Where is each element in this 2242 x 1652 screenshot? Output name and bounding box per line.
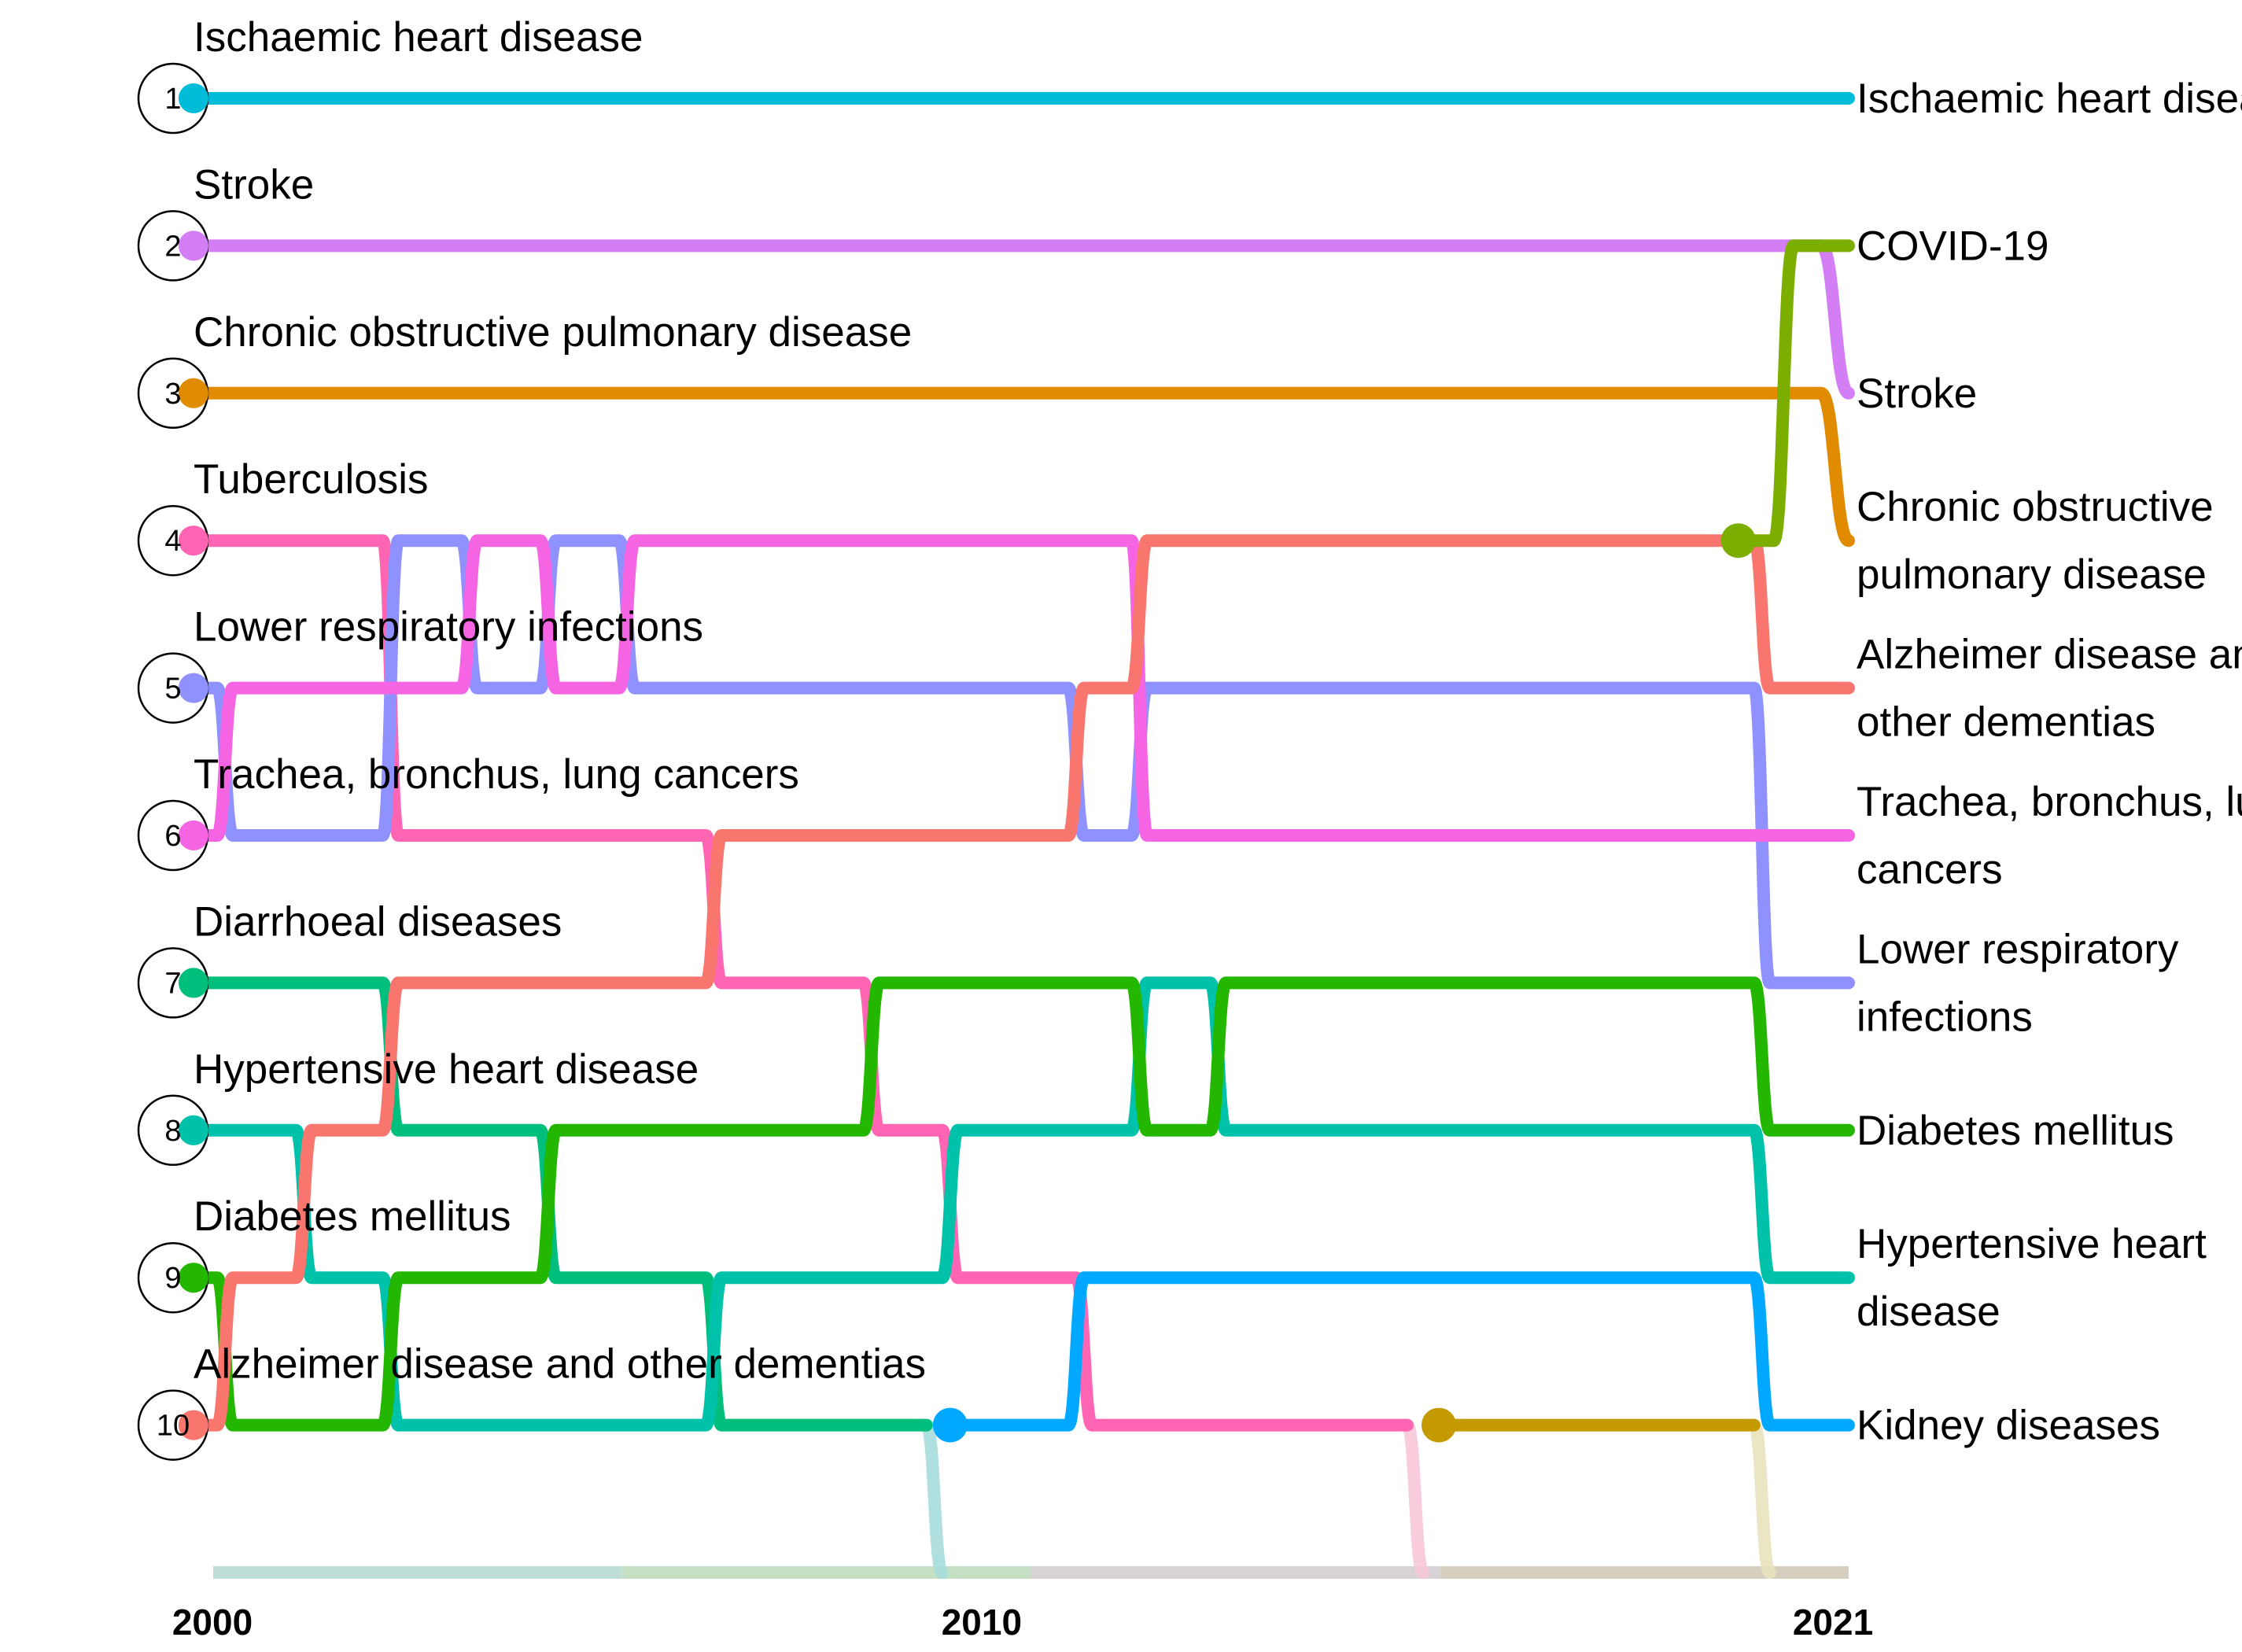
end-label: Chronic obstructive	[1857, 484, 2214, 530]
end-label: pulmonary disease	[1857, 551, 2207, 598]
end-label: other dementias	[1857, 699, 2155, 746]
rank-label: 9	[164, 1262, 181, 1295]
rank-label: 7	[164, 967, 181, 1000]
start-dot-diarr	[179, 968, 208, 998]
x-tick-label: 2000	[172, 1602, 253, 1643]
series-line-covid	[1731, 239, 1855, 548]
start-label: Chronic obstructive pulmonary disease	[194, 309, 912, 356]
faded-segment	[1400, 1418, 1429, 1579]
faded-segments	[920, 1418, 1776, 1579]
rank-label: 10	[157, 1410, 190, 1443]
start-label: Tuberculosis	[194, 456, 429, 503]
start-label: Alzheimer disease and other dementias	[194, 1341, 926, 1388]
series-line-kidney	[943, 1271, 1855, 1432]
series-line-lri	[187, 534, 1855, 990]
series-dot-covid	[1720, 523, 1756, 559]
end-label: disease	[1857, 1289, 2000, 1335]
x-axis: 2000 2010 2021	[172, 1602, 1873, 1643]
series-lines	[187, 92, 1855, 1432]
start-dot-lung	[179, 820, 208, 850]
series-dot-other	[1422, 1407, 1457, 1443]
end-label: infections	[1857, 994, 2033, 1040]
start-dot-ihd	[179, 83, 208, 113]
end-label: COVID-19	[1857, 223, 2048, 269]
series-line-alz	[187, 534, 1855, 1432]
end-label: Stroke	[1857, 371, 1977, 417]
start-label: Stroke	[194, 161, 314, 208]
rank-label: 6	[164, 820, 181, 853]
rank-label: 5	[164, 673, 181, 706]
end-label: Kidney diseases	[1857, 1403, 2160, 1449]
start-dot-lri	[179, 673, 208, 703]
end-label: cancers	[1857, 846, 2003, 893]
series-line-hhd	[187, 976, 1855, 1432]
start-dot-tb	[179, 525, 208, 556]
start-label: Trachea, bronchus, lung cancers	[194, 751, 799, 798]
start-dot-copd	[179, 378, 208, 408]
labels: Ischaemic heart disease Stroke Chronic obs…	[194, 14, 2242, 1449]
end-label: Diabetes mellitus	[1857, 1108, 2174, 1154]
series-dot-kidney	[932, 1407, 968, 1443]
rank-markers: 1 2 3 4 5 6 7 8 9 10	[137, 62, 209, 1461]
faded-segment	[920, 1418, 949, 1579]
x-tick-label: 2010	[942, 1602, 1022, 1643]
rank-label: 8	[164, 1115, 181, 1148]
start-label: Diabetes mellitus	[194, 1193, 511, 1240]
series-line-dm	[187, 976, 1855, 1432]
end-label: Hypertensive heart	[1857, 1221, 2207, 1267]
rank-label: 4	[164, 525, 181, 558]
faded-segment	[1747, 1418, 1776, 1579]
end-label: Alzheimer disease and	[1857, 632, 2242, 678]
rank-label: 3	[164, 378, 181, 411]
start-label: Ischaemic heart disease	[194, 14, 643, 61]
start-dot-hhd	[179, 1115, 208, 1145]
start-label: Hypertensive heart disease	[194, 1046, 699, 1093]
x-tick-label: 2021	[1793, 1602, 1873, 1643]
start-label: Lower respiratory infections	[194, 604, 703, 651]
end-label: Ischaemic heart disease	[1857, 76, 2242, 122]
rank-label: 1	[164, 83, 181, 116]
start-dot-dm	[179, 1263, 208, 1293]
rank-label: 2	[164, 230, 181, 263]
end-label: Lower respiratory	[1857, 926, 2179, 972]
start-label: Diarrhoeal diseases	[194, 898, 562, 945]
series-line-copd	[187, 386, 1855, 548]
end-label: Trachea, bronchus, lung	[1857, 779, 2242, 825]
start-dot-stroke	[179, 230, 208, 261]
start-dot-alz	[179, 1410, 208, 1440]
